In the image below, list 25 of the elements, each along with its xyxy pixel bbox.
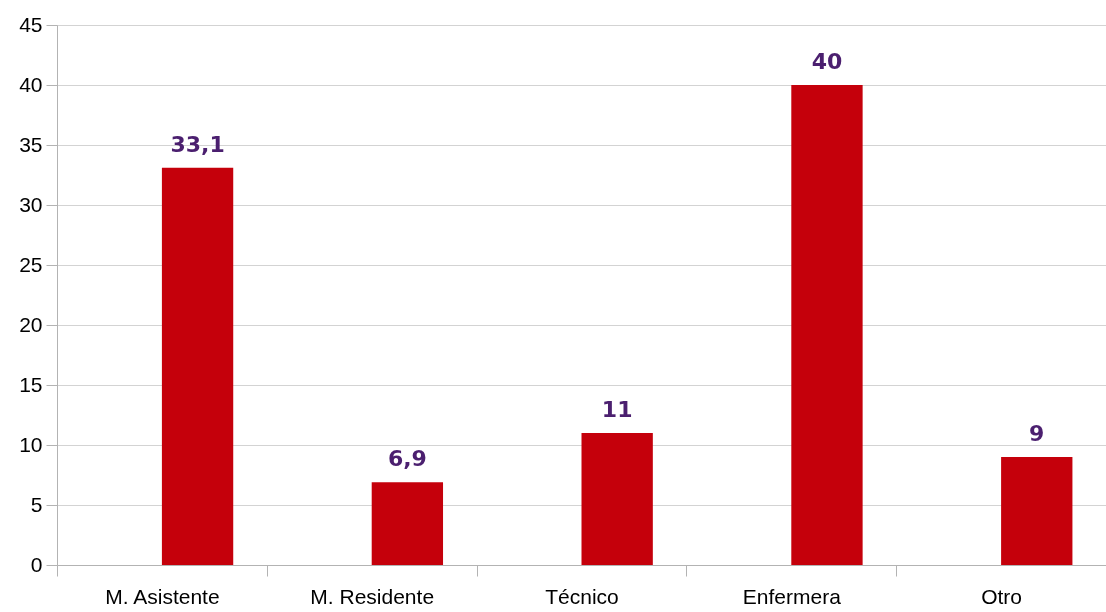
bar bbox=[791, 85, 863, 565]
x-tick-label: Enfermera bbox=[742, 584, 842, 608]
data-label: 40 bbox=[811, 49, 843, 74]
y-tick-label: 25 bbox=[19, 252, 43, 276]
y-tick-label: 10 bbox=[19, 432, 43, 456]
bar bbox=[371, 482, 444, 565]
y-tick-label: 0 bbox=[30, 552, 43, 576]
y-tick-label: 35 bbox=[19, 132, 43, 156]
x-tick-label: M. Residente bbox=[310, 584, 435, 608]
data-label: 9 bbox=[1029, 421, 1045, 446]
y-tick-label: 5 bbox=[30, 492, 43, 516]
x-tick-label: M. Asistente bbox=[105, 584, 220, 608]
bar bbox=[161, 167, 234, 565]
x-tick-label: Otro bbox=[981, 584, 1023, 608]
data-label: 6,9 bbox=[387, 446, 427, 472]
data-label: 11 bbox=[601, 397, 633, 422]
y-tick-label: 40 bbox=[19, 72, 43, 96]
bar bbox=[581, 433, 653, 565]
y-tick-label: 15 bbox=[19, 372, 43, 396]
bar bbox=[1001, 457, 1073, 565]
data-label: 33,1 bbox=[170, 131, 225, 157]
y-tick-label: 20 bbox=[19, 312, 43, 336]
x-tick-label: Técnico bbox=[545, 584, 619, 608]
y-tick-label: 30 bbox=[19, 192, 43, 216]
y-tick-label: 45 bbox=[19, 12, 43, 36]
